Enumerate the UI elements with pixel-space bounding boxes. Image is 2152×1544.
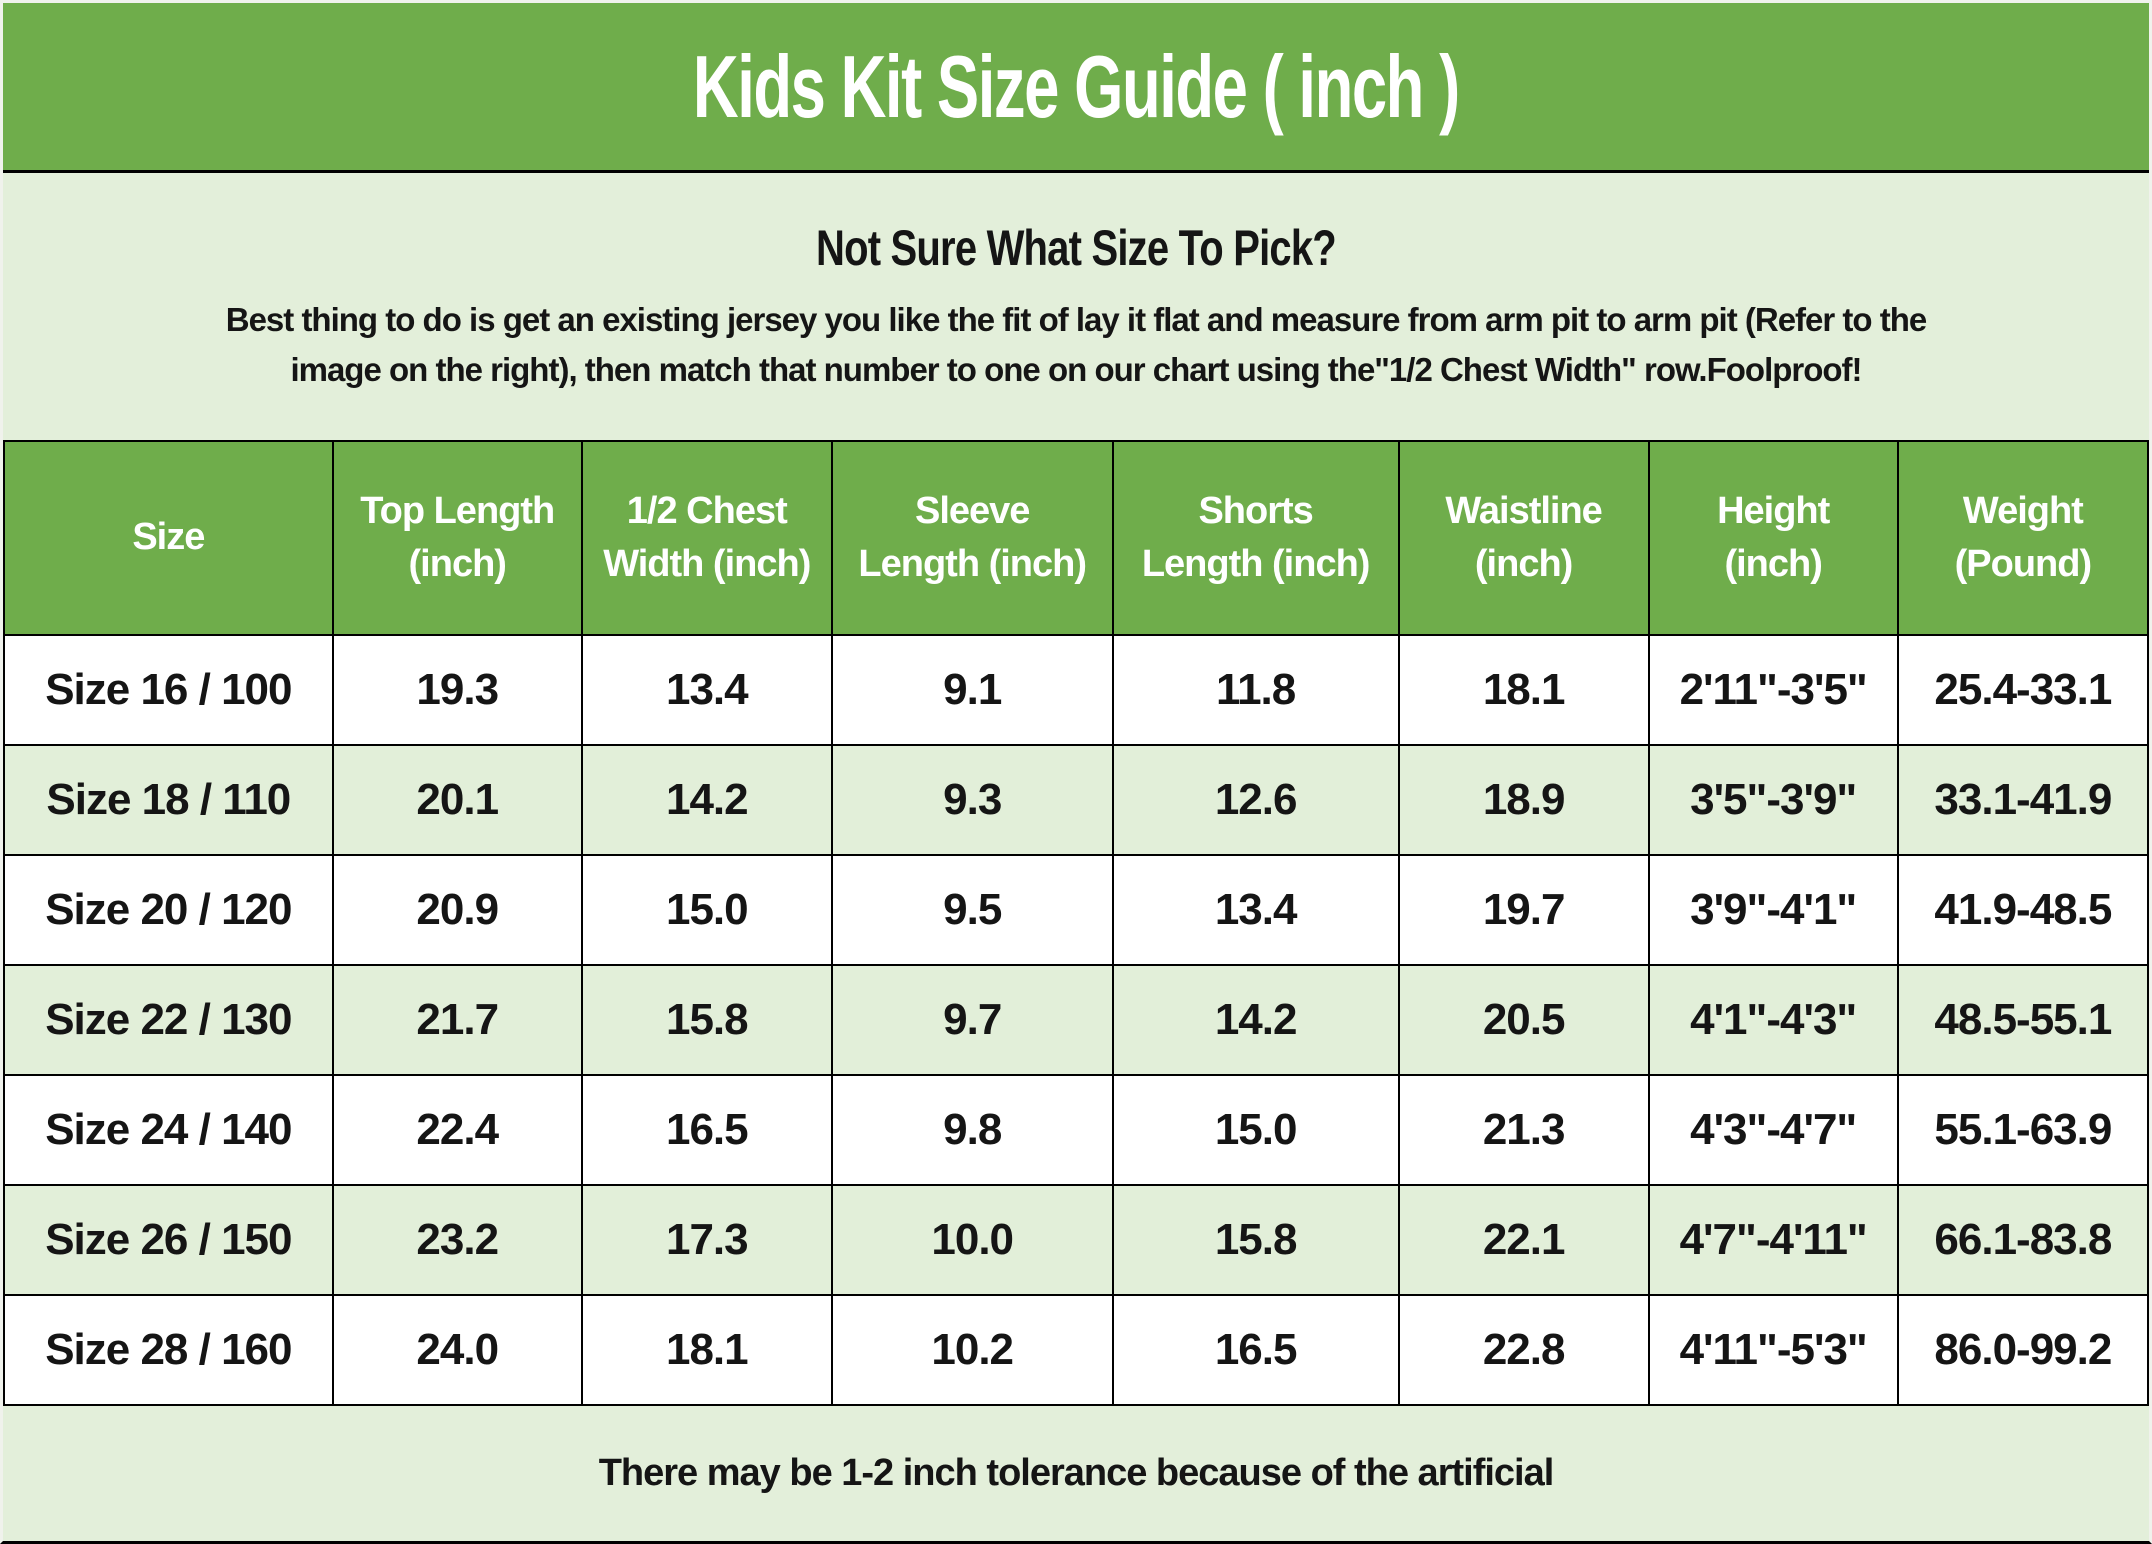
table-cell: 15.0 [580,854,833,966]
table-cell: 17.3 [580,1184,833,1296]
row-size-cell: Size 28 / 160 [3,1294,334,1406]
table-cell: 55.1-63.9 [1896,1074,2150,1186]
table-cell: 21.3 [1397,1074,1650,1186]
table-cell: 14.2 [1111,964,1400,1076]
table-cell: 41.9-48.5 [1896,854,2150,966]
table-row: Size 28 / 160 24.0 18.1 10.2 16.5 22.8 4… [3,1294,2150,1406]
table-cell: 4'7"-4'11" [1647,1184,1899,1296]
column-header-shorts-length: Shorts Length (inch) [1111,440,1400,636]
table-cell: 23.2 [331,1184,583,1296]
table-cell: 12.6 [1111,744,1400,856]
table-cell: 20.5 [1397,964,1650,1076]
table-cell: 4'1"-4'3" [1647,964,1899,1076]
table-cell: 20.9 [331,854,583,966]
table-cell: 13.4 [1111,854,1400,966]
table-cell: 9.3 [830,744,1114,856]
table-header-row: Size Top Length (inch) 1/2 Chest Width (… [3,440,2150,636]
table-cell: 9.5 [830,854,1114,966]
table-cell: 11.8 [1111,634,1400,746]
column-header-height: Height (inch) [1647,440,1899,636]
title-bar: Kids Kit Size Guide ( inch ) [3,3,2149,173]
table-cell: 86.0-99.2 [1896,1294,2150,1406]
table-cell: 16.5 [580,1074,833,1186]
table-cell: 18.1 [580,1294,833,1406]
table-cell: 33.1-41.9 [1896,744,2150,856]
row-size-cell: Size 22 / 130 [3,964,334,1076]
table-cell: 16.5 [1111,1294,1400,1406]
table-cell: 19.7 [1397,854,1650,966]
table-row: Size 18 / 110 20.1 14.2 9.3 12.6 18.9 3'… [3,744,2150,856]
column-header-waistline: Waistline (inch) [1397,440,1650,636]
table-cell: 9.1 [830,634,1114,746]
table-cell: 25.4-33.1 [1896,634,2150,746]
column-header-size: Size [3,440,334,636]
table-cell: 4'11"-5'3" [1647,1294,1899,1406]
intro-section: Not Sure What Size To Pick? Best thing t… [3,173,2149,440]
row-size-cell: Size 18 / 110 [3,744,334,856]
column-header-weight: Weight (Pound) [1896,440,2150,636]
table-row: Size 26 / 150 23.2 17.3 10.0 15.8 22.1 4… [3,1184,2150,1296]
page-title: Kids Kit Size Guide ( inch ) [693,36,1460,136]
tolerance-note: There may be 1-2 inch tolerance because … [3,1406,2149,1541]
table-cell: 15.0 [1111,1074,1400,1186]
table-cell: 21.7 [331,964,583,1076]
table-cell: 13.4 [580,634,833,746]
table-cell: 3'9"-4'1" [1647,854,1899,966]
table-cell: 9.7 [830,964,1114,1076]
intro-heading: Not Sure What Size To Pick? [816,220,1337,276]
table-cell: 18.1 [1397,634,1650,746]
column-header-chest-width: 1/2 Chest Width (inch) [580,440,833,636]
table-row: Size 24 / 140 22.4 16.5 9.8 15.0 21.3 4'… [3,1074,2150,1186]
table-cell: 24.0 [331,1294,583,1406]
table-cell: 18.9 [1397,744,1650,856]
table-cell: 22.1 [1397,1184,1650,1296]
table-cell: 20.1 [331,744,583,856]
table-cell: 15.8 [1111,1184,1400,1296]
table-cell: 22.8 [1397,1294,1650,1406]
row-size-cell: Size 20 / 120 [3,854,334,966]
table-cell: 66.1-83.8 [1896,1184,2150,1296]
table-cell: 2'11"-3'5" [1647,634,1899,746]
table-row: Size 16 / 100 19.3 13.4 9.1 11.8 18.1 2'… [3,634,2150,746]
row-size-cell: Size 16 / 100 [3,634,334,746]
table-cell: 19.3 [331,634,583,746]
table-cell: 9.8 [830,1074,1114,1186]
row-size-cell: Size 24 / 140 [3,1074,334,1186]
intro-text: Best thing to do is get an existing jers… [225,301,1927,388]
column-header-sleeve-length: Sleeve Length (inch) [830,440,1114,636]
table-cell: 22.4 [331,1074,583,1186]
table-cell: 4'3"-4'7" [1647,1074,1899,1186]
table-cell: 10.2 [830,1294,1114,1406]
table-row: Size 20 / 120 20.9 15.0 9.5 13.4 19.7 3'… [3,854,2150,966]
table-row: Size 22 / 130 21.7 15.8 9.7 14.2 20.5 4'… [3,964,2150,1076]
table-cell: 14.2 [580,744,833,856]
table-cell: 48.5-55.1 [1896,964,2150,1076]
table-cell: 3'5"-3'9" [1647,744,1899,856]
size-table: Size Top Length (inch) 1/2 Chest Width (… [3,440,2150,1406]
table-cell: 10.0 [830,1184,1114,1296]
column-header-top-length: Top Length (inch) [331,440,583,636]
table-cell: 15.8 [580,964,833,1076]
row-size-cell: Size 26 / 150 [3,1184,334,1296]
